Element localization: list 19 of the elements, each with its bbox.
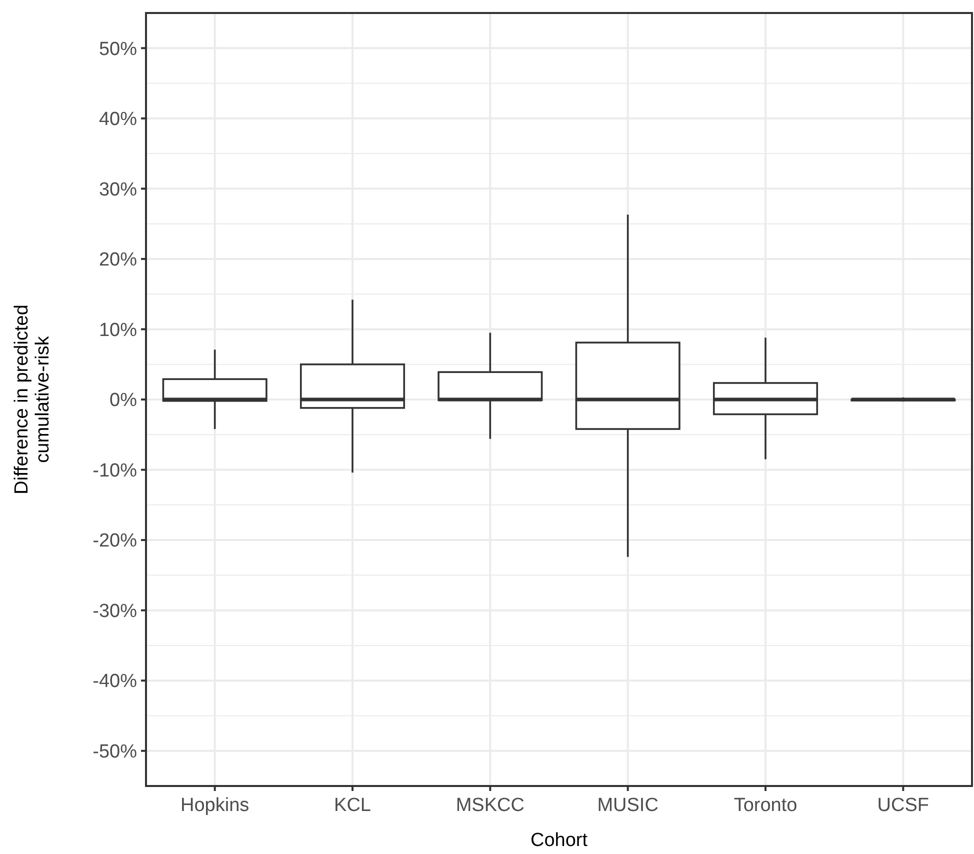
y-tick-label: 0% (110, 390, 138, 412)
y-tick-label: -40% (92, 671, 138, 692)
y-tick-label: 40% (98, 109, 138, 130)
x-tick-label: KCL (334, 795, 371, 816)
y-tick-label: -30% (92, 600, 138, 622)
x-tick-label: UCSF (877, 795, 930, 816)
x-axis-title: Cohort (530, 830, 588, 851)
x-tick-label: MSKCC (456, 795, 524, 816)
y-tick-label: 10% (98, 320, 138, 341)
x-tick-label: Hopkins (180, 795, 250, 816)
y-tick-label: 50% (98, 38, 138, 60)
y-tick-label: 30% (98, 179, 138, 200)
y-tick-label: -50% (92, 742, 138, 763)
x-tick-label: MUSIC (597, 795, 658, 816)
x-tick-label: Toronto (734, 795, 798, 816)
y-tick-label: -20% (92, 530, 138, 552)
y-tick-label: 20% (98, 250, 138, 271)
y-tick-label: -10% (92, 460, 138, 482)
y-axis-title: Difference in predicted cumulative-risk (12, 304, 54, 494)
